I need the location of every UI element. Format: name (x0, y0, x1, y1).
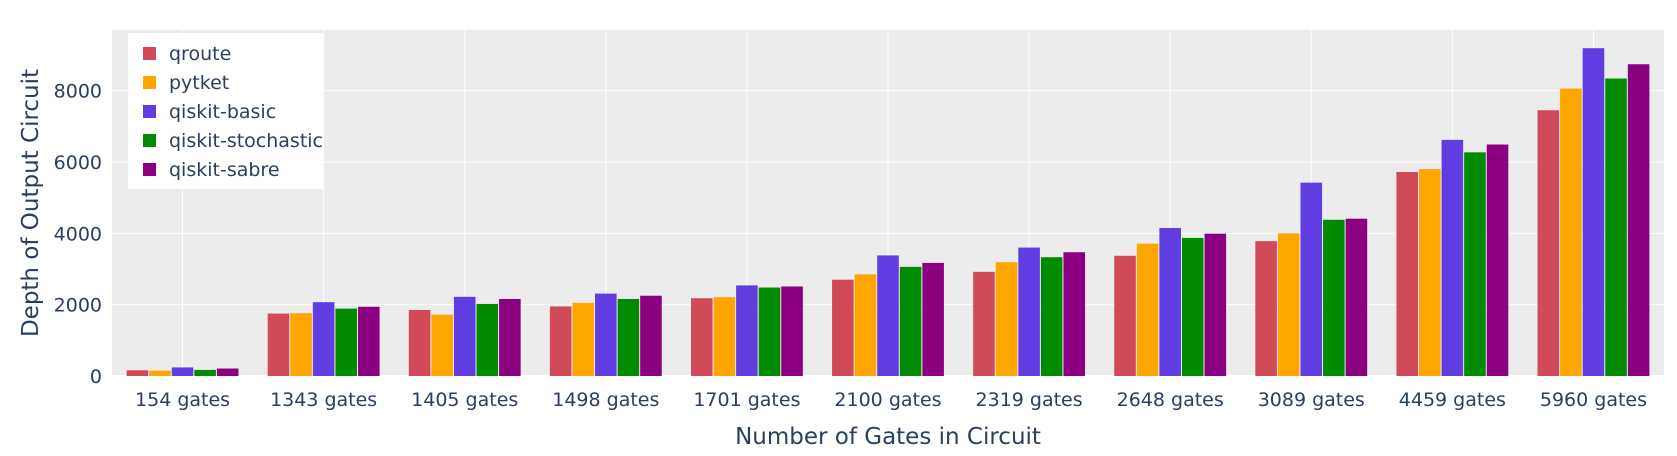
bar-pytket (1277, 233, 1300, 376)
bar-qiskit-stochastic (1040, 257, 1063, 376)
bar-qiskit-sabre (1627, 64, 1650, 377)
x-tick-label: 154 gates (135, 389, 230, 411)
legend-label: qiskit-basic (169, 101, 276, 123)
y-tick-label: 0 (90, 366, 102, 388)
bar-qiskit-stochastic (335, 308, 357, 376)
bar-pytket (1136, 243, 1159, 376)
bar-qiskit-basic (1441, 139, 1464, 376)
bar-qroute (973, 271, 995, 376)
x-tick-label: 2319 gates (976, 389, 1083, 411)
bar-qiskit-sabre (1063, 252, 1086, 376)
bar-qiskit-sabre (1204, 233, 1227, 376)
bar-qiskit-sabre (781, 286, 803, 376)
bar-qiskit-sabre (922, 262, 944, 376)
x-tick-labels: 154 gates 1343 gates 1405 gates 1498 gates 1… (135, 389, 1647, 411)
bar-qiskit-stochastic (899, 266, 922, 376)
bar-qiskit-stochastic (1181, 237, 1204, 376)
bar-qroute (408, 310, 431, 376)
x-tick-label: 1701 gates (693, 389, 800, 411)
bar-qroute (1255, 241, 1277, 376)
legend-label: qiskit-sabre (169, 159, 280, 181)
bar-qroute (690, 298, 713, 376)
bar-pytket (290, 313, 312, 376)
legend-swatch (143, 134, 156, 147)
bar-qiskit-sabre (1345, 218, 1368, 376)
bar-qroute (549, 306, 572, 376)
bar-qroute (832, 279, 854, 376)
bar-qiskit-sabre (499, 298, 521, 376)
legend-swatch (143, 47, 156, 60)
x-tick-label: 1343 gates (270, 389, 377, 411)
bar-pytket (1419, 169, 1441, 376)
bar-pytket (149, 370, 171, 376)
y-tick-labels: 0 2000 4000 6000 8000 (54, 81, 102, 388)
x-tick-label: 2648 gates (1117, 389, 1224, 411)
bar-qiskit-basic (453, 296, 476, 376)
bar-qiskit-basic (312, 302, 335, 376)
bar-qroute (1396, 171, 1419, 376)
x-tick-label: 4459 gates (1399, 389, 1506, 411)
legend-background (128, 33, 324, 189)
bar-qiskit-stochastic (194, 369, 216, 376)
bar-qiskit-basic (595, 293, 617, 376)
bar-qiskit-basic (736, 285, 758, 376)
bar-qiskit-basic (1159, 227, 1181, 376)
legend-swatch (143, 76, 156, 89)
bar-qiskit-sabre (640, 295, 662, 376)
x-tick-label: 5960 gates (1540, 389, 1647, 411)
bar-qiskit-stochastic (758, 287, 781, 376)
legend: qroute pytket qiskit-basic qiskit-stochasti… (128, 33, 324, 189)
bar-qroute (126, 370, 149, 376)
x-tick-label: 2100 gates (834, 389, 941, 411)
x-tick-label: 1405 gates (411, 389, 518, 411)
x-tick-label: 1498 gates (552, 389, 659, 411)
y-tick-label: 4000 (54, 223, 102, 245)
y-tick-label: 2000 (54, 295, 102, 317)
bar-pytket (572, 302, 595, 376)
bar-pytket (713, 297, 736, 376)
bar-qiskit-sabre (357, 306, 380, 376)
bar-qiskit-stochastic (1323, 219, 1345, 376)
legend-label: pytket (169, 72, 229, 94)
bar-pytket (995, 262, 1018, 376)
x-axis-title: Number of Gates in Circuit (735, 424, 1041, 450)
x-tick-label: 3089 gates (1258, 389, 1365, 411)
bar-pytket (1560, 88, 1582, 377)
bar-qroute (1537, 110, 1560, 377)
bar-qiskit-basic (877, 255, 899, 376)
bar-pytket (854, 274, 877, 376)
bar-qiskit-basic (1300, 182, 1323, 376)
legend-swatch (143, 163, 156, 176)
bar-qiskit-stochastic (617, 298, 640, 376)
bar-qiskit-sabre (216, 368, 239, 376)
bar-qiskit-stochastic (1464, 152, 1486, 376)
bar-qroute (267, 313, 290, 376)
bar-qiskit-stochastic (476, 303, 499, 376)
bar-qiskit-basic (171, 367, 194, 376)
bar-qiskit-basic (1582, 48, 1605, 377)
bar-pytket (431, 314, 453, 376)
bar-qiskit-basic (1018, 247, 1040, 376)
legend-swatch (143, 105, 156, 118)
legend-label: qiskit-stochastic (169, 130, 323, 152)
y-tick-label: 8000 (54, 81, 102, 103)
bar-qiskit-sabre (1486, 144, 1509, 376)
bar-qroute (1114, 255, 1136, 376)
y-tick-label: 6000 (54, 152, 102, 174)
legend-label: qroute (169, 43, 231, 65)
y-axis-title: Depth of Output Circuit (18, 69, 44, 337)
bars (126, 48, 1650, 377)
bar-qiskit-stochastic (1605, 78, 1627, 376)
